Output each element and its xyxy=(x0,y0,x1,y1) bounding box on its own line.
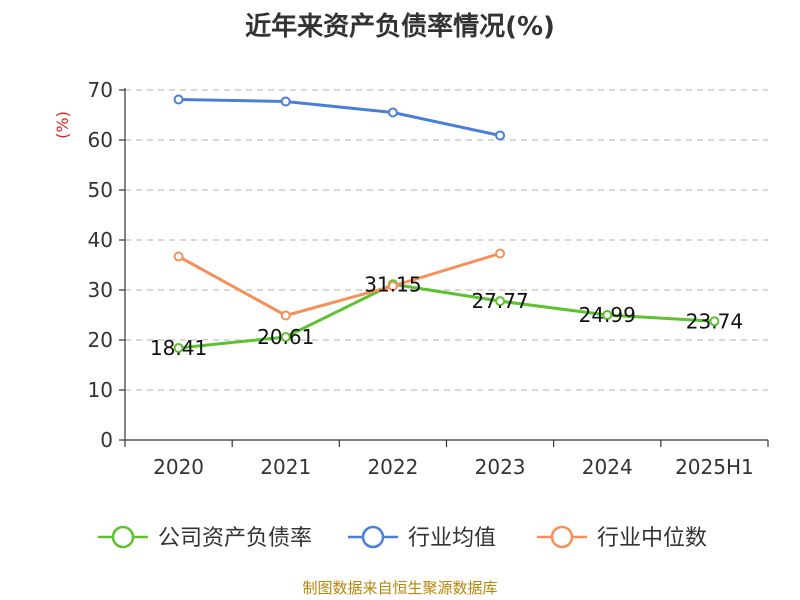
data-point-0-5 xyxy=(709,316,720,327)
data-point-0-4 xyxy=(602,310,613,321)
data-point-1-1 xyxy=(280,96,291,107)
legend-marker xyxy=(550,525,574,549)
data-label: 18.41 xyxy=(150,336,207,360)
legend-marker xyxy=(111,525,135,549)
data-labels: 18.41 20.61 31.15 27.77 24.99 23.74 xyxy=(150,272,743,360)
x-tick-label: 2020 xyxy=(153,455,204,479)
legend-label: 行业中位数 xyxy=(597,526,707,551)
y-tick-label: 40 xyxy=(88,228,113,252)
grid-lines xyxy=(125,89,768,391)
data-point-2-0 xyxy=(173,251,184,262)
y-tick-label: 20 xyxy=(88,328,113,352)
data-label: 23.74 xyxy=(686,309,743,333)
data-label: 24.99 xyxy=(579,303,636,327)
chart-title: 近年来资产负债率情况(%) xyxy=(245,12,555,42)
legend: 公司资产负债率 行业均值 行业中位数 xyxy=(98,525,707,551)
y-tick-label: 70 xyxy=(88,78,113,102)
series-line-0 xyxy=(178,282,715,350)
series-group xyxy=(173,94,720,353)
data-label: 27.77 xyxy=(471,289,528,313)
x-tick-label: 2023 xyxy=(475,455,526,479)
legend-label: 公司资产负债率 xyxy=(158,526,312,551)
y-axis-label: (%) xyxy=(53,111,72,139)
x-tick-label: 2024 xyxy=(582,455,633,479)
data-point-2-2 xyxy=(387,281,398,291)
source-footer: 制图数据来自恒生聚源数据库 xyxy=(302,579,498,597)
data-point-0-0 xyxy=(173,342,184,353)
data-point-0-3 xyxy=(495,296,506,307)
data-point-1-0 xyxy=(173,94,184,105)
legend-label: 行业均值 xyxy=(408,526,496,551)
legend-item-2[interactable]: 行业中位数 xyxy=(537,525,707,551)
data-point-2-3 xyxy=(495,248,506,259)
data-point-1-3 xyxy=(495,130,506,141)
data-point-2-1 xyxy=(280,310,291,321)
x-tick-label: 2025H1 xyxy=(675,455,754,479)
legend-item-0[interactable]: 公司资产负债率 xyxy=(98,525,312,551)
legend-marker xyxy=(361,525,385,549)
data-point-0-1 xyxy=(280,331,291,342)
x-tick-label: 2021 xyxy=(260,455,311,479)
y-tick-label: 30 xyxy=(88,278,113,302)
series-line-2 xyxy=(177,252,501,317)
legend-item-1[interactable]: 行业均值 xyxy=(348,525,496,551)
y-tick-label: 60 xyxy=(88,128,113,152)
axes: 0 10 20 30 40 50 60 70 (%) 2020 2021 2022 2023 2024 20… xyxy=(53,78,769,479)
y-tick-label: 0 xyxy=(100,428,113,452)
y-tick-label: 10 xyxy=(88,378,113,402)
y-tick-label: 50 xyxy=(88,178,113,202)
data-label: 31.15 xyxy=(364,272,421,296)
data-label: 20.61 xyxy=(257,325,314,349)
x-tick-label: 2022 xyxy=(367,455,418,479)
series-line-1 xyxy=(178,98,501,137)
data-point-1-2 xyxy=(387,107,398,118)
